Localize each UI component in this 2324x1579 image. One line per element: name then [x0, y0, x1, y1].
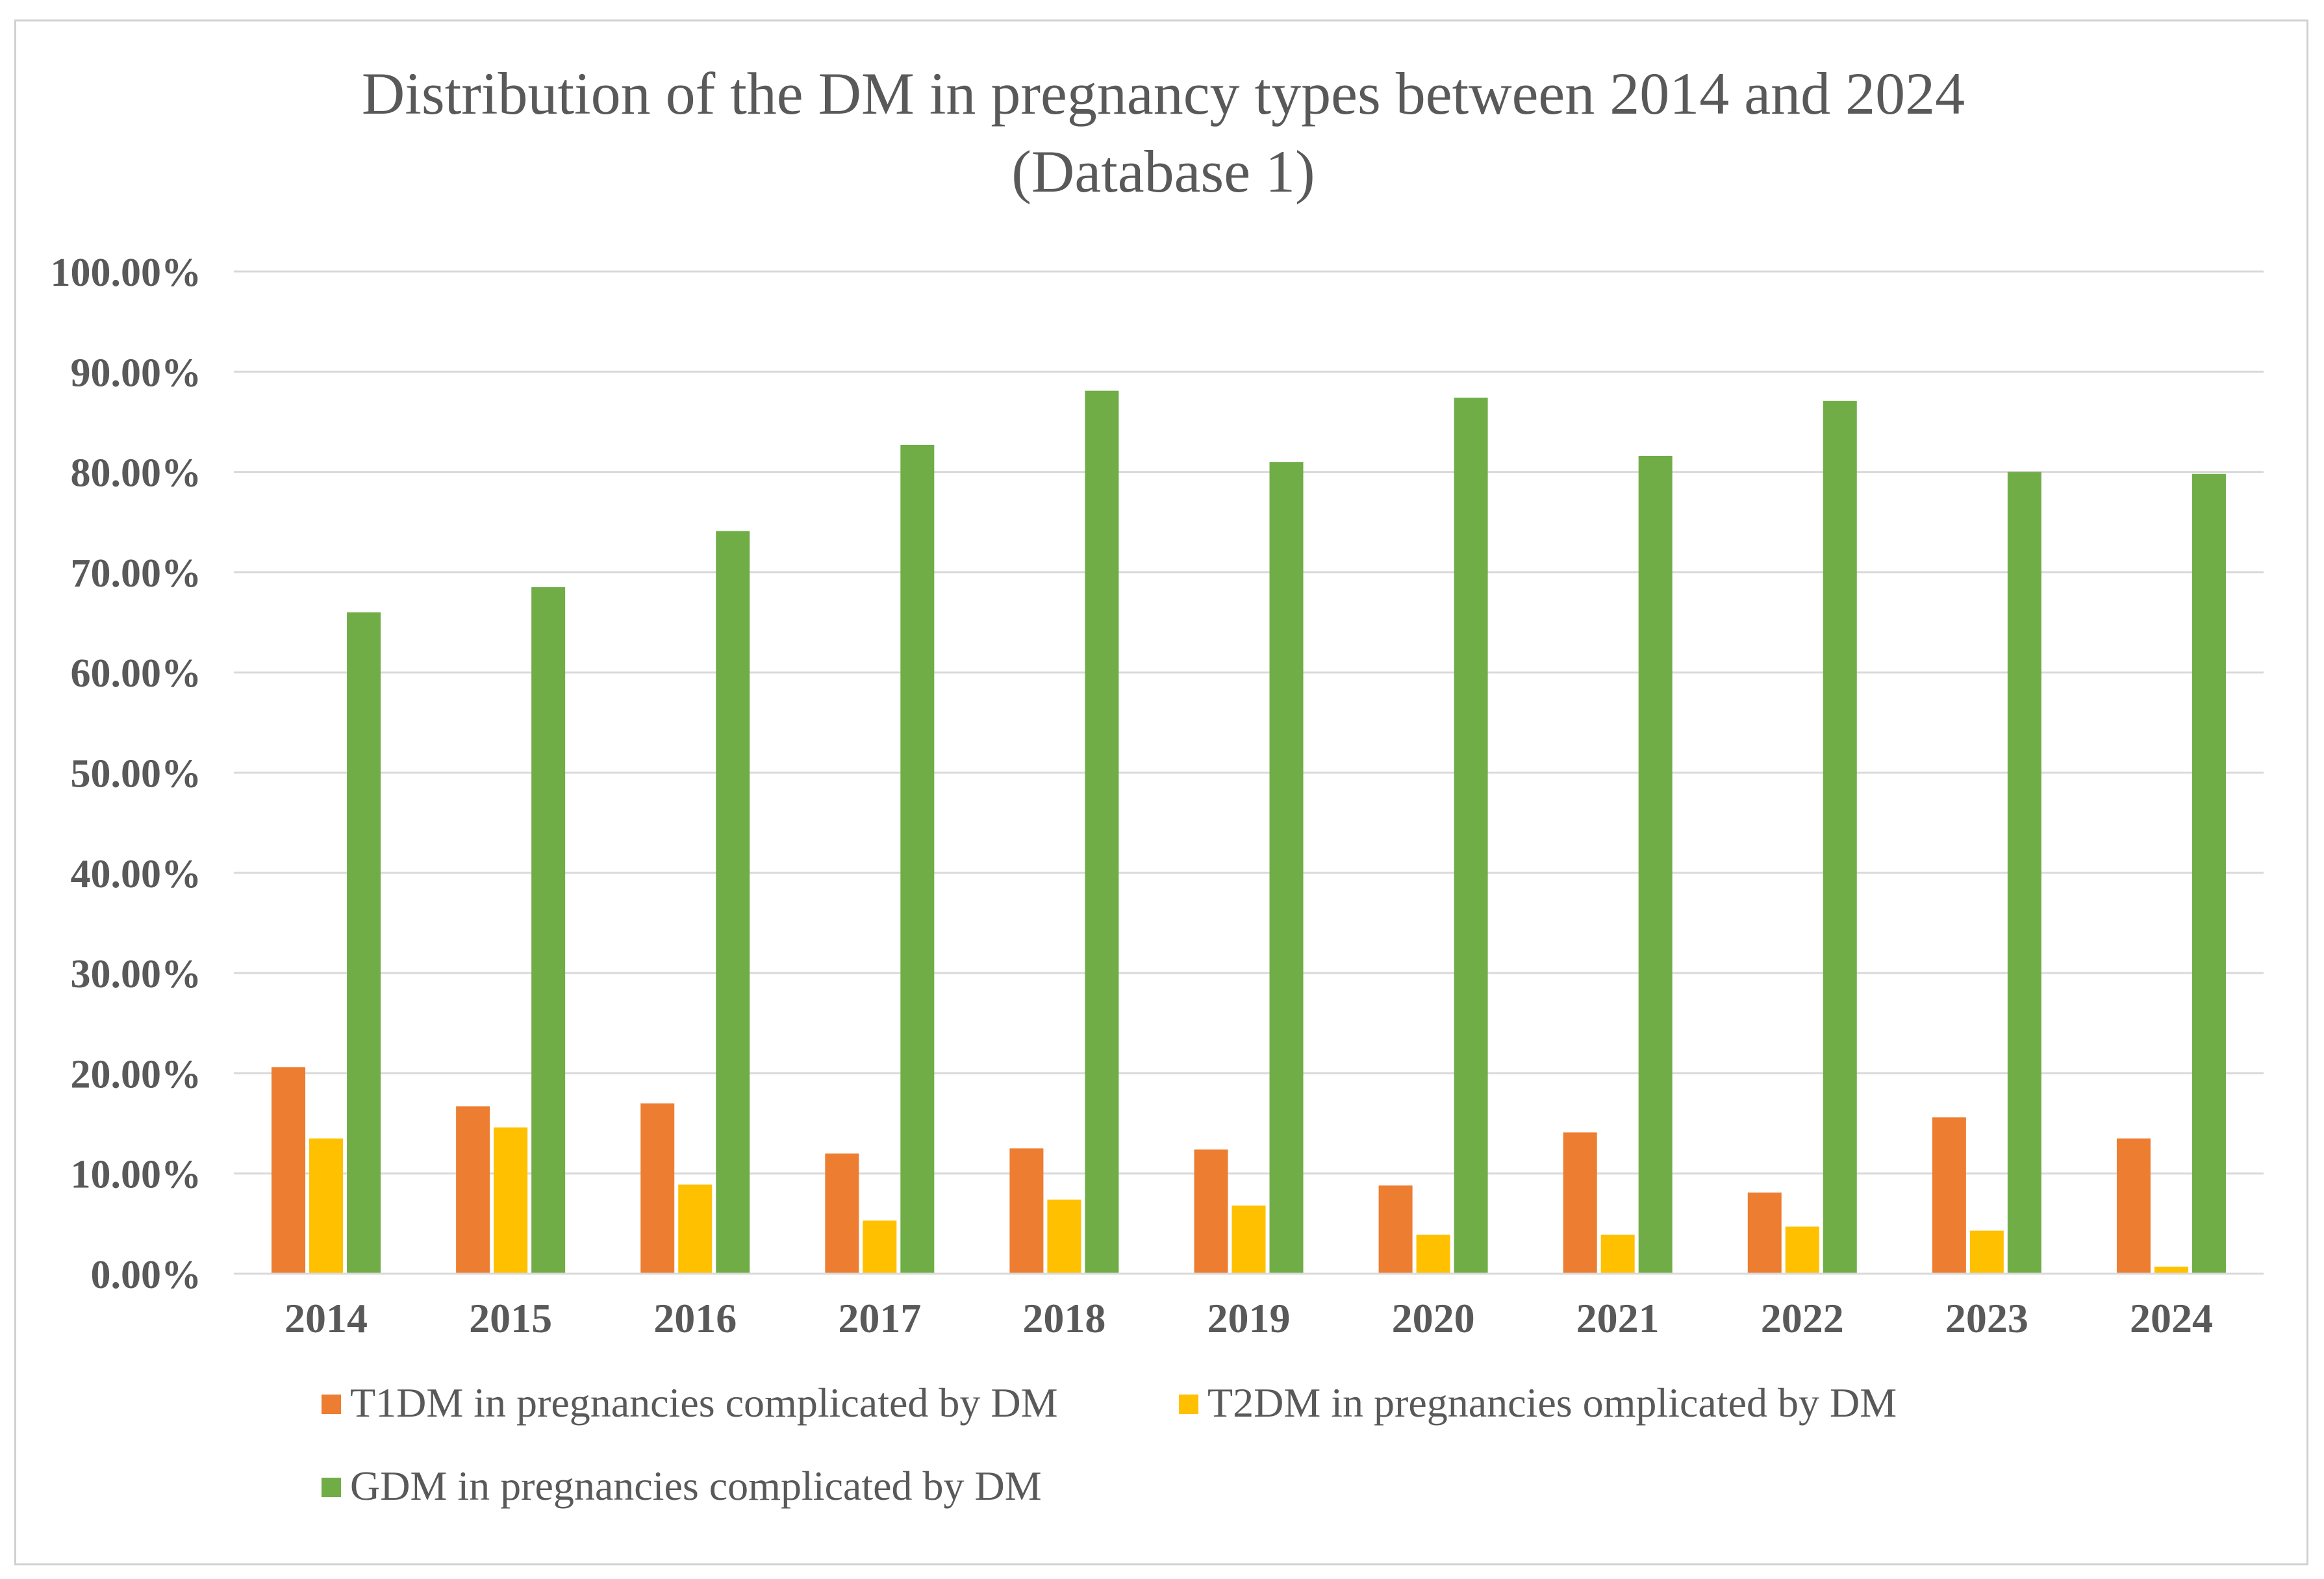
bar-gdm-2015: [531, 587, 566, 1274]
bar-t2dm-2018: [1047, 1199, 1081, 1274]
bar-gdm-2017: [900, 444, 935, 1274]
legend-label-t1dm: T1DM in pregnancies complicated by DM: [350, 1380, 1058, 1426]
y-tick-label: 30.00%: [71, 952, 202, 996]
gridlines: [234, 270, 2264, 1175]
bars: [272, 390, 2226, 1274]
bar-t1dm-2023: [1932, 1117, 1966, 1274]
x-tick-label: 2016: [653, 1295, 737, 1341]
bar-t1dm-2016: [640, 1103, 675, 1274]
bar-gdm-2022: [1823, 401, 1857, 1274]
legend-swatch-t1dm: [322, 1395, 341, 1414]
y-tick-label: 100.00%: [51, 251, 202, 295]
x-axis: 2014 2015 2016 2017 2018 2019 2020 2021 2022 2023…: [234, 1272, 2264, 1341]
bar-t1dm-2014: [272, 1067, 306, 1274]
x-tick-label: 2023: [1945, 1295, 2028, 1341]
y-tick-label: 80.00%: [71, 451, 202, 496]
x-tick-label: 2024: [2130, 1295, 2213, 1341]
bar-t2dm-2021: [1600, 1234, 1635, 1274]
x-tick-label: 2018: [1022, 1295, 1105, 1341]
x-tick-label: 2022: [1761, 1295, 1844, 1341]
bar-t2dm-2015: [494, 1127, 528, 1274]
bar-t1dm-2018: [1009, 1148, 1044, 1274]
bar-t1dm-2019: [1194, 1149, 1228, 1274]
bar-t2dm-2023: [1969, 1230, 2004, 1274]
x-tick-label: 2020: [1392, 1295, 1475, 1341]
bar-t2dm-2020: [1416, 1234, 1450, 1274]
x-tick-label: 2017: [838, 1295, 921, 1341]
x-tick-label: 2019: [1207, 1295, 1291, 1341]
y-tick-label: 0.00%: [91, 1253, 202, 1297]
y-tick-label: 10.00%: [71, 1153, 202, 1197]
x-tick-label: 2015: [469, 1295, 552, 1341]
bar-t1dm-2017: [825, 1153, 859, 1274]
bar-t1dm-2022: [1747, 1193, 1782, 1274]
bar-gdm-2023: [2007, 472, 2041, 1274]
legend-swatch-gdm: [322, 1478, 341, 1497]
y-axis-tick-labels: 0.00% 10.00% 20.00% 30.00% 40.00% 50.00% 60.00…: [51, 251, 202, 1297]
y-tick-label: 40.00%: [71, 852, 202, 896]
bar-t2dm-2014: [309, 1138, 344, 1274]
bar-t2dm-2024: [2154, 1267, 2188, 1274]
legend-label-t2dm: T2DM in pregnancies omplicated by DM: [1207, 1380, 1897, 1426]
bar-gdm-2016: [716, 531, 750, 1274]
chart-frame: Distribution of the DM in pregnancy type…: [14, 19, 2308, 1565]
bar-t2dm-2022: [1785, 1226, 1819, 1274]
y-tick-label: 50.00%: [71, 752, 202, 796]
x-tick-label: 2014: [284, 1295, 368, 1341]
bar-t1dm-2021: [1563, 1132, 1597, 1274]
legend-label-gdm: GDM in pregnancies complicated by DM: [350, 1463, 1042, 1509]
bar-gdm-2024: [2191, 474, 2226, 1274]
bar-t1dm-2020: [1378, 1185, 1413, 1274]
bar-gdm-2020: [1454, 398, 1488, 1274]
bar-t2dm-2017: [863, 1220, 897, 1274]
chart-svg: Distribution of the DM in pregnancy type…: [51, 60, 2264, 1509]
bar-t2dm-2019: [1231, 1206, 1266, 1274]
bar-t1dm-2024: [2116, 1138, 2151, 1274]
chart-title: Distribution of the DM in pregnancy type…: [362, 60, 1965, 127]
y-tick-label: 70.00%: [71, 551, 202, 596]
bar-gdm-2019: [1269, 462, 1304, 1274]
y-tick-label: 90.00%: [71, 351, 202, 395]
bar-gdm-2018: [1085, 390, 1119, 1274]
y-tick-label: 60.00%: [71, 651, 202, 696]
x-tick-label: 2021: [1576, 1295, 1660, 1341]
legend: T1DM in pregnancies complicated by DM T2D…: [322, 1380, 1897, 1509]
bar-t2dm-2016: [678, 1184, 713, 1274]
bar-gdm-2014: [347, 612, 381, 1274]
y-tick-label: 20.00%: [71, 1052, 202, 1096]
chart-subtitle: (Database 1): [1011, 138, 1315, 205]
legend-swatch-t2dm: [1179, 1395, 1198, 1414]
bar-gdm-2021: [1638, 455, 1673, 1274]
bar-t1dm-2015: [456, 1106, 490, 1274]
